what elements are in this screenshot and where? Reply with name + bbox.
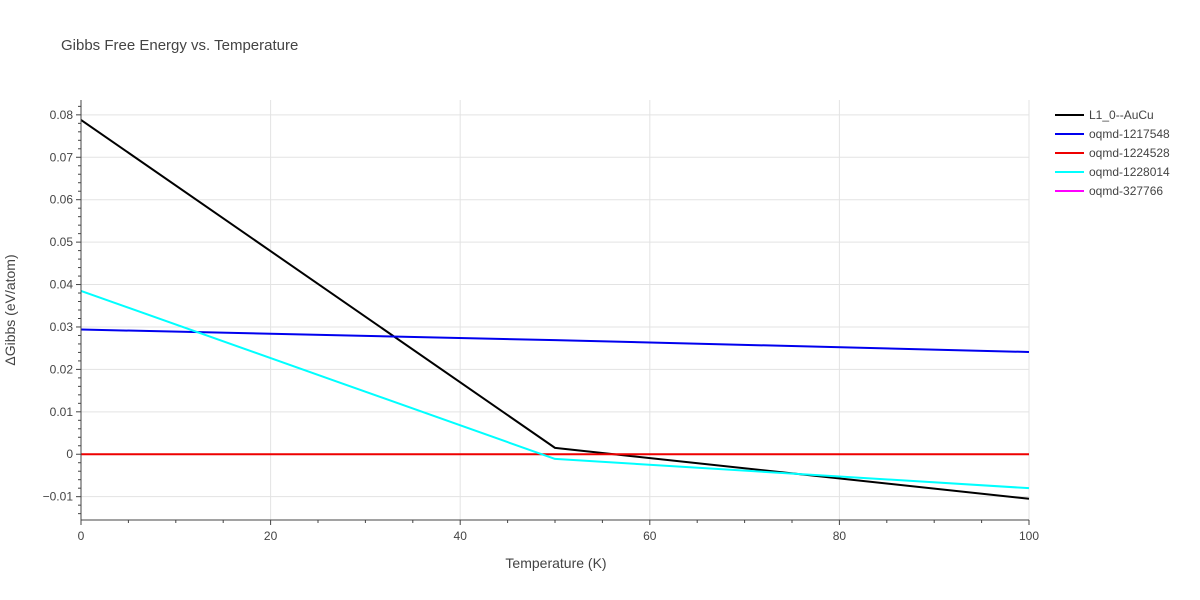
y-tick-label: 0.04 <box>50 278 74 292</box>
y-tick-label: 0.02 <box>50 362 74 376</box>
legend-label: L1_0--AuCu <box>1089 108 1154 122</box>
y-tick-label: 0.03 <box>50 320 74 334</box>
x-tick-label: 20 <box>264 529 278 543</box>
y-axis-title: ΔGibbs (eV/atom) <box>2 254 18 365</box>
y-tick-label: 0.01 <box>50 405 74 419</box>
x-tick-label: 100 <box>1019 529 1039 543</box>
x-tick-label: 40 <box>454 529 468 543</box>
grid <box>81 100 1030 520</box>
series-line-L1_0--AuCu <box>80 119 1030 500</box>
series-group <box>80 119 1030 500</box>
series-line-oqmd-1228014 <box>80 289 1030 490</box>
y-tick-label: −0.01 <box>43 490 74 504</box>
legend-label: oqmd-1217548 <box>1089 127 1170 141</box>
chart-title: Gibbs Free Energy vs. Temperature <box>61 37 298 54</box>
y-tick-label: 0.06 <box>50 193 74 207</box>
x-tick-label: 60 <box>643 529 657 543</box>
y-tick-label: 0.07 <box>50 150 74 164</box>
legend-label: oqmd-1224528 <box>1089 146 1170 160</box>
x-tick-label: 0 <box>78 529 85 543</box>
tick-labels: 0 20 40 60 80 100 −0.01 0 0.01 0.02 0.03 0.04 0.05 0.… <box>43 108 1040 543</box>
y-tick-label: 0.05 <box>50 235 74 249</box>
legend: L1_0--AuCu oqmd-1217548 oqmd-1224528 oqmd-1… <box>1055 108 1170 198</box>
series-line-oqmd-1217548 <box>80 328 1030 353</box>
legend-label: oqmd-327766 <box>1089 184 1163 198</box>
y-tick-label: 0 <box>66 447 73 461</box>
y-tick-label: 0.08 <box>50 108 74 122</box>
x-axis-title: Temperature (K) <box>505 555 606 571</box>
axes <box>76 100 1030 525</box>
x-tick-label: 80 <box>833 529 847 543</box>
legend-label: oqmd-1228014 <box>1089 165 1170 179</box>
